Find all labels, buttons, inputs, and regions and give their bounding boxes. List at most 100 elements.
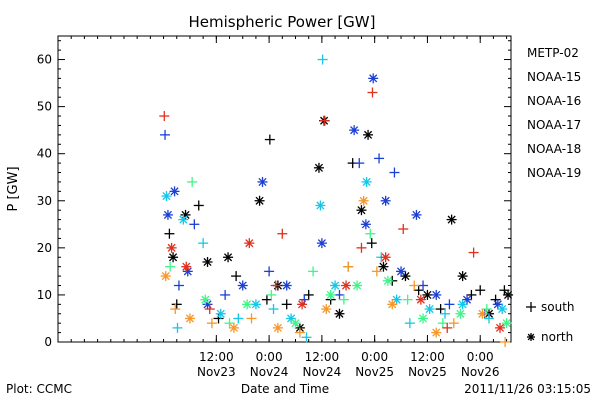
metp-02-point xyxy=(313,162,324,173)
noaa-19-point xyxy=(319,115,330,126)
noaa-17-point xyxy=(165,261,176,272)
noaa-16-point xyxy=(198,238,209,249)
noaa-16-point xyxy=(161,191,172,202)
noaa-16-point xyxy=(268,304,279,315)
legend: METP-02 NOAA-15 NOAA-16 NOAA-17 NOAA-18 NOAA-… xyxy=(526,46,581,344)
noaa-19-point xyxy=(356,242,367,253)
noaa-15-point xyxy=(411,209,422,220)
metp-02-point xyxy=(303,289,314,300)
noaa-17-point xyxy=(290,318,301,329)
noaa-18-point xyxy=(500,337,511,347)
noaa-19-point xyxy=(495,322,506,333)
noaa-18-point xyxy=(448,318,459,329)
noaa-19-point xyxy=(398,224,409,235)
noaa-17-point xyxy=(365,228,376,239)
metp-02-point xyxy=(446,214,457,225)
x-tick-time-label: 0:00 xyxy=(361,350,388,364)
noaa-15-point xyxy=(431,289,442,300)
y-tick-label: 20 xyxy=(37,241,52,255)
metp-02-point xyxy=(264,134,275,145)
x-tick-date-label: Nov23 xyxy=(197,365,236,379)
noaa-18-point xyxy=(431,327,442,338)
metp-02-point xyxy=(466,289,477,300)
noaa-16-point xyxy=(317,54,328,65)
marker-legend-label: south xyxy=(541,300,575,314)
noaa-17-point xyxy=(242,299,253,310)
noaa-16-point xyxy=(457,299,468,310)
noaa-15-point xyxy=(264,266,275,277)
x-tick-date-label: Nov25 xyxy=(408,365,447,379)
legend-entry: NOAA-17 xyxy=(527,118,581,132)
noaa-15-point xyxy=(418,280,429,291)
metp-02-point xyxy=(281,299,292,310)
metp-02-point xyxy=(400,271,411,282)
noaa-19-point xyxy=(380,252,391,263)
noaa-15-point xyxy=(360,219,371,230)
noaa-19-point xyxy=(277,228,288,239)
noaa-18-point xyxy=(371,266,382,277)
metp-02-point xyxy=(356,205,367,216)
metp-02-point xyxy=(457,271,468,282)
noaa-18-point xyxy=(294,327,305,338)
metp-02-point xyxy=(413,285,424,296)
south-marker-legend xyxy=(526,302,536,312)
metp-02-point xyxy=(171,299,182,310)
metp-02-point xyxy=(422,289,433,300)
marker-legend-label: north xyxy=(541,330,573,344)
plot-timestamp: 2011/11/26 03:15:05 xyxy=(464,382,591,396)
metp-02-point xyxy=(503,289,514,300)
metp-02-point xyxy=(223,252,234,263)
y-tick-label: 40 xyxy=(37,147,52,161)
noaa-18-point xyxy=(477,308,488,319)
noaa-19-point xyxy=(468,247,479,258)
chart-title: Hemispheric Power [GW] xyxy=(189,13,376,31)
x-tick-date-label: Nov26 xyxy=(461,365,500,379)
noaa-15-point xyxy=(316,238,327,249)
legend-entry: NOAA-16 xyxy=(527,94,581,108)
noaa-15-point xyxy=(162,209,173,220)
noaa-17-point xyxy=(224,318,235,329)
noaa-15-point xyxy=(334,289,345,300)
x-axis: 12:00Nov230:00Nov2412:00Nov240:00Nov2512… xyxy=(57,36,508,379)
noaa-17-point xyxy=(382,275,393,286)
metp-02-point xyxy=(334,308,345,319)
noaa-19-point xyxy=(204,304,215,315)
x-axis-label: Date and Time xyxy=(241,382,329,396)
noaa-19-point xyxy=(270,280,281,291)
noaa-16-point xyxy=(497,304,508,315)
noaa-17-point xyxy=(437,318,448,329)
x-tick-time-label: 12:00 xyxy=(199,350,234,364)
north-marker-legend xyxy=(527,333,535,341)
noaa-19-point xyxy=(341,280,352,291)
noaa-16-point xyxy=(233,313,244,324)
noaa-19-point xyxy=(159,111,170,122)
noaa-16-point xyxy=(484,313,495,324)
noaa-15-point xyxy=(160,129,171,140)
noaa-15-point xyxy=(189,219,200,230)
noaa-15-point xyxy=(354,158,365,169)
noaa-16-point xyxy=(172,322,183,333)
legend-entry: NOAA-19 xyxy=(527,166,581,180)
metp-02-point xyxy=(231,271,242,282)
noaa-15-point xyxy=(368,73,379,84)
noaa-16-point xyxy=(215,308,226,319)
noaa-17-point xyxy=(338,294,349,305)
noaa-18-point xyxy=(343,261,354,272)
noaa-16-point xyxy=(315,200,326,211)
x-tick-time-label: 12:00 xyxy=(305,350,340,364)
noaa-15-point xyxy=(257,176,268,187)
noaa-15-point xyxy=(182,266,193,277)
metp-02-point xyxy=(168,252,179,263)
plot-credit: Plot: CCMC xyxy=(6,382,72,396)
noaa-18-point xyxy=(228,322,239,333)
noaa-19-point xyxy=(442,322,453,333)
noaa-18-point xyxy=(184,313,195,324)
noaa-17-point xyxy=(402,294,413,305)
y-tick-label: 60 xyxy=(37,53,52,67)
y-tick-label: 30 xyxy=(37,194,52,208)
noaa-17-point xyxy=(200,294,211,305)
metp-02-point xyxy=(193,200,204,211)
noaa-17-point xyxy=(418,313,429,324)
plot-frame xyxy=(57,35,512,343)
